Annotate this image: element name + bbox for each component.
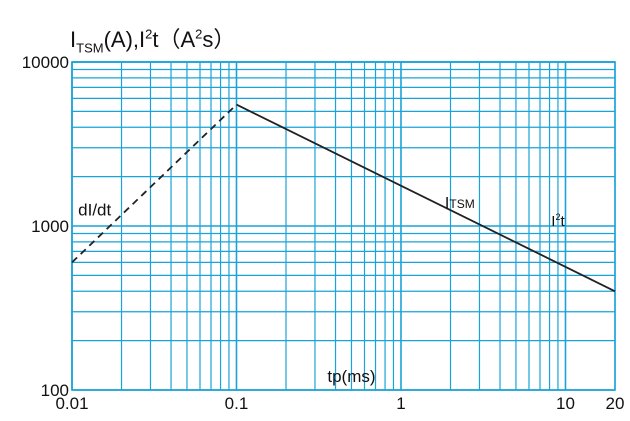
series-di-dt <box>71 103 238 264</box>
chart-title: ITSM(A),I2t（A2s） <box>70 22 236 56</box>
series-label-itsm-main: I <box>445 195 449 212</box>
plot-frame <box>71 61 616 391</box>
x-tick-label: 10 <box>556 394 575 413</box>
y-tick-label: 10000 <box>22 53 69 72</box>
series-label-itsm: ITSM <box>445 195 475 212</box>
annotation-i2t-end: t <box>560 213 565 230</box>
title-mid: (A),I <box>103 27 146 52</box>
x-tick-label: 20 <box>606 394 625 413</box>
y-tick-label: 100 <box>41 381 69 400</box>
x-tick-label: 0.1 <box>225 394 249 413</box>
annotation-i2t: I2t <box>551 212 565 230</box>
x-axis-label: tp(ms) <box>327 367 375 386</box>
x-tick-label: 0.01 <box>55 394 88 413</box>
series-itsm <box>236 103 616 293</box>
title-sup2: 2 <box>195 26 203 42</box>
series-label-didt: dI/dt <box>78 200 111 219</box>
title-end: t（A <box>152 27 196 52</box>
title-sup: 2 <box>145 26 153 42</box>
title-end2: s） <box>202 27 236 52</box>
x-tick-label: 1 <box>396 394 405 413</box>
annotation-i2t-main: I <box>551 213 555 230</box>
title-sub: TSM <box>76 40 104 56</box>
annotation-i2t-sup: 2 <box>555 212 560 222</box>
series-label-itsm-sub: TSM <box>449 197 474 211</box>
y-tick-label: 1000 <box>31 217 69 236</box>
title-main: I <box>70 27 77 52</box>
